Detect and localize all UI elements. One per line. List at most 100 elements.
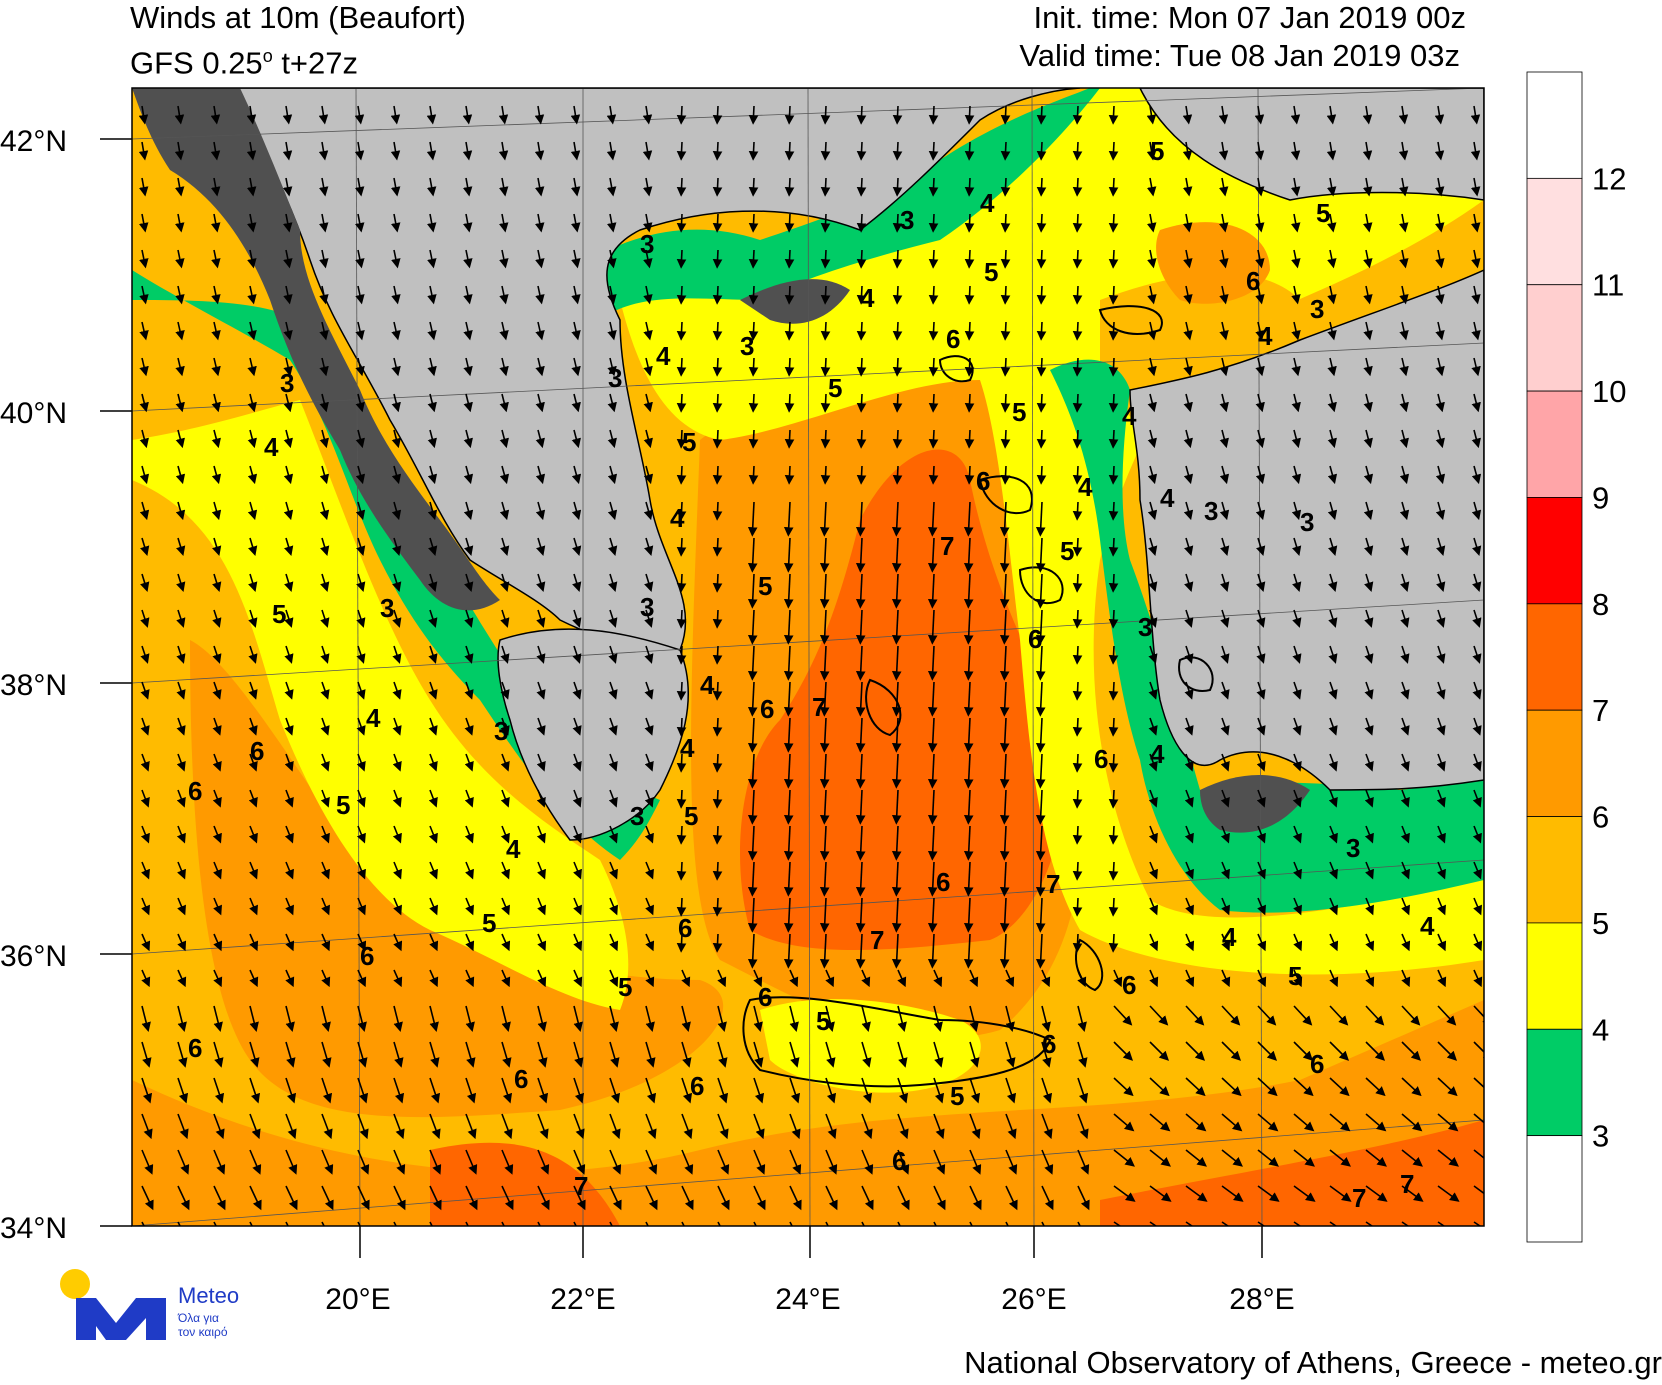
wind-arrow: [248, 789, 258, 808]
wind-arrow: [933, 1113, 945, 1140]
wind-arrow: [500, 753, 510, 772]
wind-arrow: [393, 897, 402, 916]
wind-arrow: [177, 861, 186, 880]
wind-arrow: [1365, 969, 1375, 988]
wind-arrow: [248, 717, 258, 736]
wind-arrow: [247, 249, 257, 269]
wind-arrow: [999, 861, 1010, 897]
wind-arrow: [892, 429, 903, 449]
wind-arrow: [464, 537, 474, 556]
wind-arrow: [535, 393, 545, 413]
wind-arrow: [1256, 537, 1266, 556]
wind-arrow: [999, 501, 1010, 537]
wind-arrow: [645, 897, 654, 916]
contour-label: 5: [816, 1006, 830, 1036]
wind-arrow: [354, 141, 365, 161]
wind-arrow: [1401, 897, 1410, 916]
wind-arrow: [1254, 105, 1265, 125]
wind-arrow: [608, 825, 618, 844]
wind-arrow: [1072, 213, 1083, 233]
model-name: GFS 0.25: [130, 45, 263, 81]
wind-arrow: [535, 285, 545, 305]
wind-arrow: [1257, 933, 1267, 952]
wind-arrow: [1256, 825, 1266, 844]
wind-arrow: [963, 789, 974, 825]
wind-arrow: [1005, 1113, 1017, 1140]
wind-arrow: [1363, 285, 1373, 305]
wind-arrow: [1183, 357, 1193, 377]
wind-arrow: [784, 465, 795, 485]
legend-label: 9: [1592, 480, 1609, 515]
wind-arrow: [213, 1005, 223, 1032]
wind-arrow: [1185, 969, 1195, 988]
wind-arrow: [1000, 465, 1011, 485]
wind-arrow: [1108, 213, 1119, 233]
wind-arrow: [1364, 573, 1374, 592]
wind-arrow: [537, 933, 547, 952]
legend-label: 6: [1592, 800, 1609, 835]
wind-arrow: [642, 141, 653, 161]
wind-arrow: [644, 753, 654, 772]
wind-arrow: [500, 825, 510, 844]
wind-arrow: [498, 213, 509, 233]
wind-arrow: [499, 465, 510, 485]
wind-arrow: [248, 609, 258, 628]
wind-arrow: [427, 357, 437, 377]
wind-arrow: [676, 681, 687, 701]
wind-arrow: [1437, 897, 1446, 916]
wind-arrow: [1292, 537, 1302, 556]
wind-arrow: [1108, 573, 1119, 593]
lat-label-38: 38°N: [0, 669, 67, 702]
wind-arrow: [1329, 1041, 1350, 1061]
wind-arrow: [1291, 393, 1301, 413]
wind-arrow: [140, 645, 150, 664]
wind-arrow: [176, 789, 186, 808]
wind-arrow: [464, 681, 474, 700]
wind-arrow: [747, 573, 758, 609]
wind-arrow: [319, 249, 329, 269]
wind-arrow: [428, 681, 438, 700]
wind-arrow: [572, 681, 582, 700]
wind-arrow: [537, 969, 547, 988]
contour-label: 4: [680, 733, 695, 763]
wind-arrow: [1035, 861, 1046, 897]
sun-icon: [60, 1269, 90, 1299]
wind-arrow: [1005, 969, 1015, 988]
wind-arrow: [928, 393, 939, 413]
wind-arrow: [1329, 1149, 1351, 1167]
wind-arrow: [753, 1113, 765, 1140]
wind-arrow: [1434, 141, 1445, 161]
wind-arrow: [1218, 105, 1229, 125]
wind-arrow: [141, 969, 151, 988]
wind-arrow: [1183, 429, 1193, 449]
wind-arrow: [428, 753, 438, 772]
wind-arrow: [1108, 645, 1119, 665]
wind-arrow: [357, 1077, 369, 1104]
wind-arrow: [676, 897, 687, 917]
wind-arrow: [825, 1077, 837, 1104]
wind-arrow: [928, 141, 939, 161]
wind-arrow: [1220, 645, 1230, 664]
contour-label: 7: [940, 531, 954, 561]
wind-arrow: [1036, 429, 1047, 449]
wind-arrow: [501, 1149, 514, 1175]
wind-arrow: [1473, 969, 1483, 988]
wind-arrow: [1108, 681, 1119, 701]
wind-arrow: [1041, 969, 1051, 988]
wind-arrow: [825, 1185, 838, 1211]
wind-arrow: [784, 285, 795, 305]
wind-arrow: [1149, 1221, 1158, 1226]
wind-arrow: [1072, 825, 1083, 845]
wind-arrow: [1108, 321, 1119, 341]
wind-arrow: [1147, 501, 1158, 521]
wind-arrow: [354, 105, 365, 125]
wind-arrow: [392, 717, 402, 736]
wind-arrow: [891, 645, 902, 681]
contour-label: 4: [656, 341, 671, 371]
legend-swatch: [1526, 603, 1583, 711]
wind-arrow: [1291, 321, 1301, 341]
wind-arrow: [174, 177, 185, 197]
wind-arrow: [392, 609, 402, 628]
wind-arrow: [1221, 1005, 1241, 1026]
wind-arrow: [355, 429, 365, 449]
